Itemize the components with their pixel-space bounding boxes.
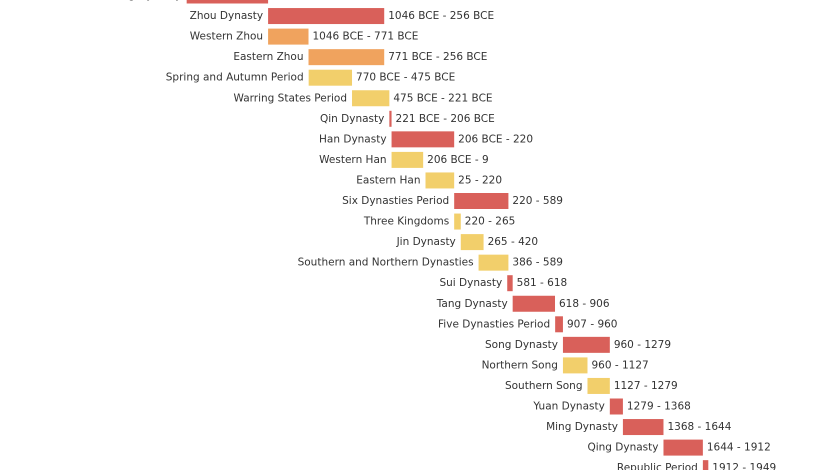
category-label: Republic Period <box>617 462 698 470</box>
bar <box>454 193 509 209</box>
category-label: Tang Dynasty <box>436 298 508 310</box>
bar <box>555 316 563 333</box>
category-label: Song Dynasty <box>485 339 558 351</box>
value-label: 1046 BCE - 771 BCE <box>313 31 419 43</box>
value-label: 386 - 589 <box>512 257 563 269</box>
value-label: 265 - 420 <box>488 236 539 248</box>
bar <box>460 234 484 251</box>
category-label: Shang Dynasty <box>102 0 182 2</box>
value-label: 206 BCE - 220 <box>458 133 533 145</box>
category-label: Qin Dynasty <box>320 113 384 125</box>
category-label: Eastern Zhou <box>233 51 303 63</box>
category-label: Sui Dynasty <box>439 277 502 289</box>
category-label: Southern Song <box>505 380 583 392</box>
bar <box>663 439 703 456</box>
value-label: 1368 - 1644 <box>667 421 731 433</box>
category-label: Qing Dynasty <box>587 442 658 454</box>
category-label: Eastern Han <box>356 174 420 186</box>
bar <box>562 336 610 353</box>
bar <box>587 377 610 394</box>
value-label: 1127 - 1279 <box>614 380 678 392</box>
value-label: 1600 BCE - 1046 BCE <box>272 0 385 2</box>
value-label: 1279 - 1368 <box>627 401 691 413</box>
value-label: 220 - 589 <box>512 195 563 207</box>
value-label: 618 - 906 <box>559 298 610 310</box>
category-label: Zhou Dynasty <box>190 10 263 22</box>
category-label: Northern Song <box>482 359 558 371</box>
bar <box>352 90 390 107</box>
value-label: 1046 BCE - 256 BCE <box>388 10 494 22</box>
bar <box>562 357 588 374</box>
value-label: 475 BCE - 221 BCE <box>393 92 492 104</box>
value-label: 771 BCE - 256 BCE <box>388 51 487 63</box>
bar <box>308 49 385 66</box>
value-label: 960 - 1127 <box>591 359 648 371</box>
category-label: Three Kingdoms <box>363 216 449 228</box>
bar <box>391 131 455 148</box>
bar <box>186 0 269 4</box>
category-label: Ming Dynasty <box>546 421 618 433</box>
value-label: 581 - 618 <box>517 277 568 289</box>
value-label: 221 BCE - 206 BCE <box>396 113 495 125</box>
category-label: Western Han <box>319 154 386 166</box>
bar <box>454 213 461 230</box>
bar <box>268 28 309 45</box>
bar <box>622 419 664 436</box>
value-label: 907 - 960 <box>567 318 618 330</box>
value-label: 1912 - 1949 <box>712 462 776 470</box>
category-label: Southern and Northern Dynasties <box>298 257 474 269</box>
value-label: 960 - 1279 <box>614 339 671 351</box>
category-label: Jin Dynasty <box>396 236 456 248</box>
category-label: Yuan Dynasty <box>532 401 604 413</box>
bar <box>425 172 455 189</box>
bar <box>391 151 424 168</box>
bar <box>389 110 392 127</box>
bar <box>512 295 556 312</box>
category-label: Western Zhou <box>190 31 263 43</box>
bar <box>478 254 509 271</box>
value-label: 770 BCE - 475 BCE <box>356 72 455 84</box>
value-label: 25 - 220 <box>458 174 502 186</box>
bar <box>609 398 623 415</box>
bar <box>507 275 513 292</box>
value-label: 206 BCE - 9 <box>427 154 489 166</box>
value-label: 1644 - 1912 <box>707 442 771 454</box>
category-label: Six Dynasties Period <box>342 195 449 207</box>
value-label: 220 - 265 <box>465 216 516 228</box>
bar <box>268 8 385 25</box>
category-label: Han Dynasty <box>319 133 387 145</box>
category-label: Spring and Autumn Period <box>166 72 304 84</box>
bar <box>308 69 353 86</box>
category-label: Five Dynasties Period <box>438 318 550 330</box>
bar <box>702 460 709 470</box>
category-label: Warring States Period <box>234 92 348 104</box>
